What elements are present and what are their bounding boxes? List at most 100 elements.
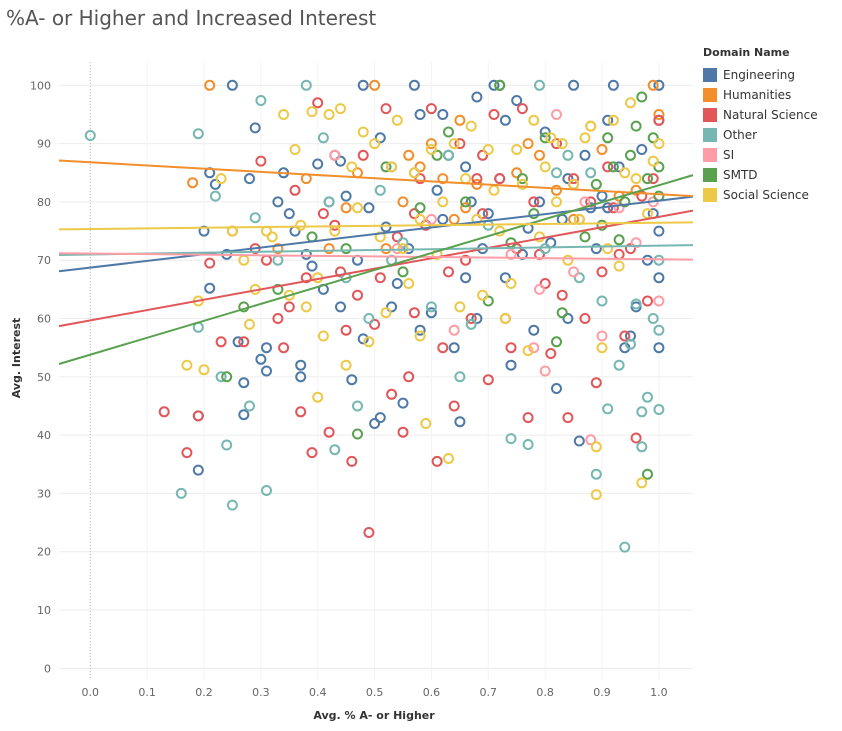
- data-point[interactable]: [255, 95, 267, 106]
- data-point[interactable]: [408, 307, 420, 319]
- data-point[interactable]: [238, 336, 250, 348]
- data-point[interactable]: [534, 79, 545, 91]
- data-point[interactable]: [528, 114, 540, 126]
- data-point[interactable]: [505, 433, 517, 445]
- data-point[interactable]: [221, 371, 233, 383]
- data-point[interactable]: [340, 243, 352, 255]
- data-point[interactable]: [625, 97, 636, 109]
- legend-item[interactable]: SMTD: [703, 165, 837, 185]
- data-point[interactable]: [244, 318, 255, 330]
- data-point[interactable]: [255, 155, 267, 167]
- data-point[interactable]: [613, 248, 625, 260]
- data-point[interactable]: [590, 441, 602, 453]
- data-point[interactable]: [494, 79, 506, 91]
- data-point[interactable]: [511, 144, 523, 155]
- data-point[interactable]: [636, 406, 648, 418]
- data-point[interactable]: [215, 173, 227, 185]
- data-point[interactable]: [363, 527, 375, 538]
- data-point[interactable]: [579, 313, 591, 324]
- data-point[interactable]: [278, 109, 290, 120]
- data-point[interactable]: [329, 225, 341, 237]
- data-point[interactable]: [522, 439, 534, 450]
- data-point[interactable]: [482, 144, 494, 155]
- data-point[interactable]: [306, 231, 318, 243]
- data-point[interactable]: [204, 282, 216, 294]
- data-point[interactable]: [317, 208, 329, 220]
- data-point[interactable]: [647, 313, 659, 324]
- data-point[interactable]: [607, 114, 619, 126]
- data-point[interactable]: [158, 406, 170, 418]
- data-point[interactable]: [579, 149, 591, 161]
- data-point[interactable]: [477, 208, 489, 220]
- data-point[interactable]: [556, 289, 568, 301]
- data-point[interactable]: [539, 243, 551, 255]
- data-point[interactable]: [551, 383, 562, 394]
- data-point[interactable]: [261, 342, 272, 354]
- data-point[interactable]: [425, 213, 437, 225]
- data-point[interactable]: [585, 167, 597, 179]
- data-point[interactable]: [539, 365, 551, 377]
- data-point[interactable]: [397, 426, 409, 438]
- data-point[interactable]: [380, 161, 392, 173]
- data-point[interactable]: [397, 266, 409, 278]
- data-point[interactable]: [539, 132, 551, 144]
- data-point[interactable]: [414, 330, 426, 342]
- data-point[interactable]: [596, 266, 608, 278]
- data-point[interactable]: [346, 374, 358, 386]
- data-point[interactable]: [545, 132, 557, 144]
- data-point[interactable]: [619, 167, 631, 179]
- data-point[interactable]: [215, 336, 227, 348]
- data-point[interactable]: [528, 208, 540, 220]
- data-point[interactable]: [408, 208, 420, 220]
- data-point[interactable]: [573, 213, 585, 225]
- data-point[interactable]: [477, 289, 489, 301]
- data-point[interactable]: [192, 464, 204, 476]
- data-point[interactable]: [283, 289, 295, 301]
- data-point[interactable]: [465, 120, 477, 132]
- data-point[interactable]: [238, 409, 250, 421]
- data-point[interactable]: [642, 173, 653, 185]
- data-point[interactable]: [642, 468, 653, 480]
- data-point[interactable]: [420, 418, 432, 429]
- data-point[interactable]: [556, 138, 568, 150]
- data-point[interactable]: [369, 318, 381, 330]
- data-point[interactable]: [295, 406, 307, 418]
- data-point[interactable]: [329, 444, 341, 456]
- data-point[interactable]: [335, 301, 346, 313]
- data-point[interactable]: [198, 225, 210, 237]
- data-point[interactable]: [642, 295, 653, 307]
- data-point[interactable]: [363, 336, 375, 348]
- data-point[interactable]: [460, 202, 472, 214]
- data-point[interactable]: [352, 289, 363, 301]
- data-point[interactable]: [653, 79, 665, 91]
- data-point[interactable]: [573, 272, 585, 284]
- data-point[interactable]: [312, 97, 324, 109]
- data-point[interactable]: [596, 330, 608, 342]
- data-point[interactable]: [289, 184, 301, 196]
- data-point[interactable]: [317, 132, 329, 144]
- data-point[interactable]: [613, 234, 625, 246]
- data-point[interactable]: [443, 453, 454, 464]
- data-point[interactable]: [590, 468, 602, 480]
- data-point[interactable]: [625, 338, 636, 350]
- data-point[interactable]: [454, 301, 466, 313]
- data-point[interactable]: [585, 434, 597, 446]
- data-point[interactable]: [630, 298, 642, 310]
- data-point[interactable]: [505, 342, 517, 354]
- data-point[interactable]: [590, 489, 602, 501]
- data-point[interactable]: [465, 313, 477, 324]
- data-point[interactable]: [647, 132, 659, 144]
- data-point[interactable]: [363, 313, 375, 324]
- data-point[interactable]: [403, 278, 415, 289]
- data-point[interactable]: [425, 103, 437, 115]
- data-point[interactable]: [516, 103, 528, 115]
- data-point[interactable]: [619, 541, 631, 553]
- data-point[interactable]: [653, 272, 665, 284]
- data-point[interactable]: [198, 364, 210, 376]
- data-point[interactable]: [323, 196, 335, 208]
- data-point[interactable]: [488, 79, 500, 91]
- data-point[interactable]: [300, 79, 312, 91]
- data-point[interactable]: [590, 377, 602, 389]
- data-point[interactable]: [573, 435, 585, 447]
- data-point[interactable]: [551, 336, 562, 348]
